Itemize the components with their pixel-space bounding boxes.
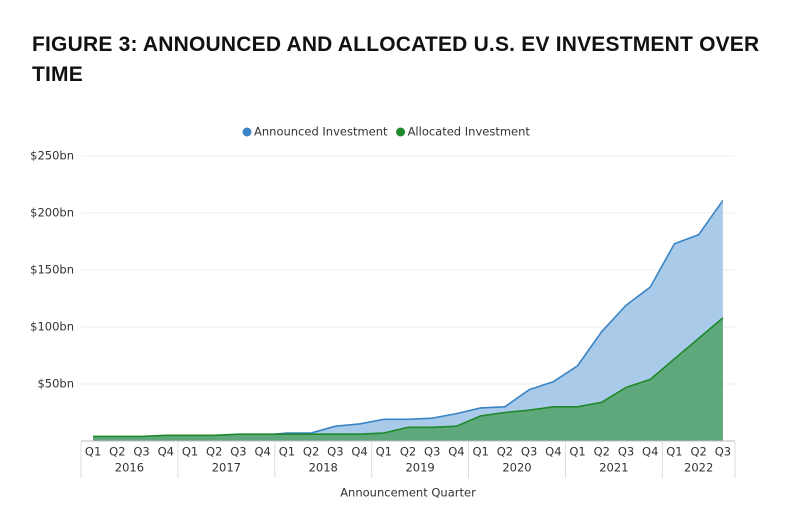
x-group-label: 2017 (212, 461, 241, 475)
y-tick-label: $200bn (30, 206, 74, 220)
x-tick-label: Q2 (594, 445, 610, 459)
x-group-label: 2019 (405, 461, 434, 475)
x-tick-label: Q3 (424, 445, 440, 459)
x-tick-label: Q2 (400, 445, 416, 459)
legend-label: Allocated Investment (408, 125, 531, 139)
x-tick-label: Q3 (230, 445, 246, 459)
y-tick-label: $100bn (30, 320, 74, 334)
x-tick-label: Q1 (472, 445, 488, 459)
x-tick-label: Q4 (158, 445, 174, 459)
area (93, 317, 723, 441)
legend-marker (242, 127, 252, 137)
x-tick-label: Q4 (351, 445, 367, 459)
x-tick-label: Q4 (254, 445, 270, 459)
x-group-label: 2022 (684, 461, 713, 475)
x-tick-label: Q4 (642, 445, 658, 459)
x-group-label: 2018 (309, 461, 338, 475)
chart-title: FIGURE 3: ANNOUNCED AND ALLOCATED U.S. E… (32, 33, 760, 86)
x-tick-label: Q1 (666, 445, 682, 459)
x-axis-title: Announcement Quarter (340, 486, 476, 500)
x-tick-label: Q2 (206, 445, 222, 459)
x-tick-label: Q3 (133, 445, 149, 459)
x-group-label: 2021 (599, 461, 628, 475)
x-tick-label: Q4 (448, 445, 464, 459)
x-tick-label: Q2 (109, 445, 125, 459)
x-tick-label: Q3 (618, 445, 634, 459)
x-tick-label: Q3 (521, 445, 537, 459)
legend-label: Announced Investment (254, 125, 388, 139)
y-tick-label: $50bn (37, 377, 74, 391)
x-tick-label: Q2 (690, 445, 706, 459)
x-tick-label: Q3 (715, 445, 731, 459)
legend-marker (396, 127, 406, 137)
x-tick-label: Q1 (85, 445, 101, 459)
y-tick-label: $250bn (30, 149, 74, 163)
line (93, 317, 724, 438)
x-tick-label: Q1 (279, 445, 295, 459)
x-tick-label: Q2 (303, 445, 319, 459)
x-tick-label: Q2 (497, 445, 513, 459)
area (93, 200, 723, 441)
x-tick-label: Q1 (182, 445, 198, 459)
x-tick-label: Q3 (327, 445, 343, 459)
x-tick-label: Q1 (569, 445, 585, 459)
x-tick-label: Q4 (545, 445, 561, 459)
x-group-label: 2020 (502, 461, 531, 475)
x-tick-label: Q1 (376, 445, 392, 459)
y-tick-label: $150bn (30, 263, 74, 277)
x-group-label: 2016 (115, 461, 144, 475)
